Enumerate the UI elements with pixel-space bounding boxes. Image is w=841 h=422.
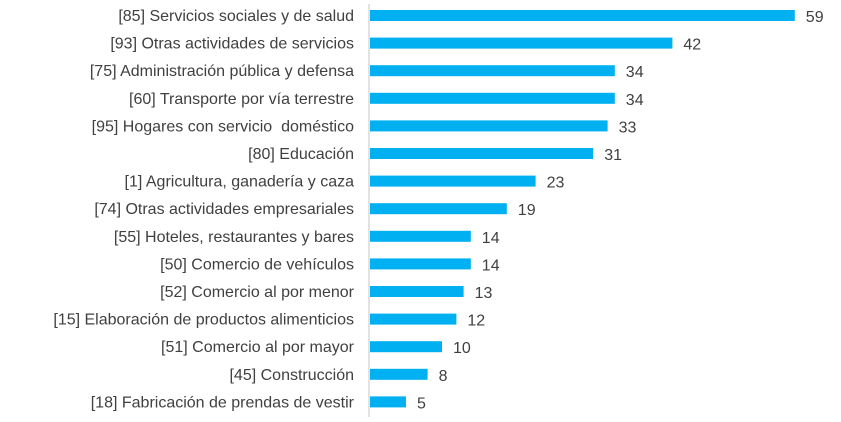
category-label: [95] Hogares con servicio doméstico [92, 118, 354, 135]
data-label: 34 [626, 92, 644, 109]
data-label: 59 [806, 9, 824, 26]
bar [370, 341, 442, 353]
data-label: 33 [619, 119, 637, 136]
bar [370, 37, 673, 49]
data-label: 13 [475, 285, 493, 302]
category-label: [51] Comercio al por mayor [161, 339, 355, 356]
bar [370, 203, 507, 215]
category-label: [45] Construcción [229, 367, 354, 384]
bar [370, 313, 457, 325]
bar [370, 368, 428, 380]
data-label: 23 [547, 175, 565, 192]
category-label: [52] Comercio al por menor [160, 284, 355, 301]
data-label: 14 [482, 230, 500, 247]
data-label: 12 [467, 313, 485, 330]
category-label: [85] Servicios sociales y de salud [118, 8, 354, 25]
category-label: [74] Otras actividades empresariales [94, 201, 354, 218]
bar [370, 175, 536, 187]
category-label: [15] Elaboración de productos alimentici… [53, 312, 354, 329]
bar [370, 148, 594, 159]
category-label: [80] Educación [248, 146, 354, 163]
category-label: [75] Administración pública y defensa [90, 63, 354, 80]
data-label: 10 [453, 340, 471, 357]
bar [370, 120, 608, 132]
data-label: 42 [683, 37, 701, 54]
bar [370, 258, 471, 270]
category-label: [50] Comercio de vehículos [160, 256, 354, 273]
data-label: 8 [439, 368, 448, 385]
category-label: [1] Agricultura, ganadería y caza [125, 174, 355, 191]
bar [370, 65, 615, 77]
category-label: [55] Hoteles, restaurantes y bares [114, 229, 354, 246]
category-label: [60] Transporte por vía terrestre [129, 91, 354, 108]
bar [370, 10, 795, 21]
data-label: 19 [518, 202, 536, 219]
bar [370, 286, 464, 297]
data-label: 34 [626, 64, 644, 81]
category-label: [93] Otras actividades de servicios [110, 36, 354, 53]
data-label: 14 [482, 257, 500, 274]
bar [370, 396, 406, 408]
data-label: 5 [417, 395, 426, 412]
bar [370, 230, 471, 242]
category-label: [18] Fabricación de prendas de vestir [91, 394, 355, 411]
bar [370, 92, 615, 104]
data-label: 31 [604, 147, 622, 164]
